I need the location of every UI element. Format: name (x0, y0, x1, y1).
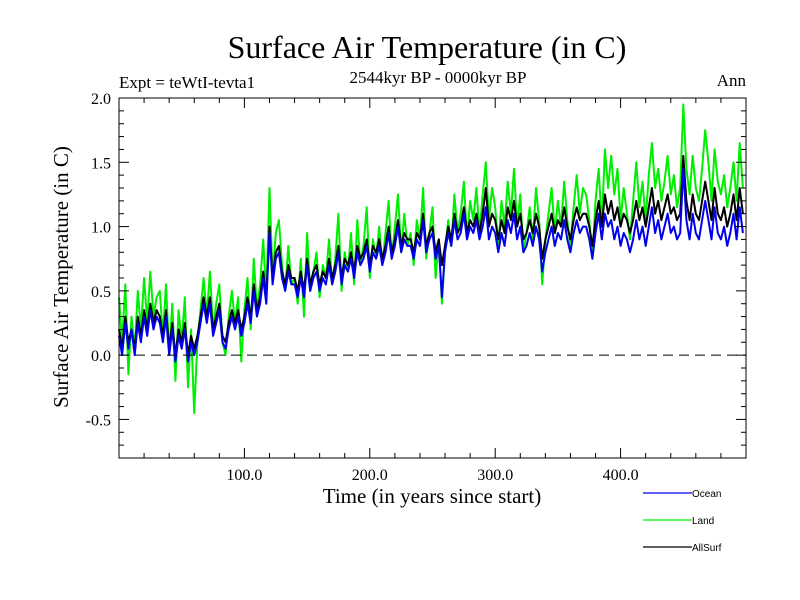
y-tick-label: 1.5 (91, 155, 111, 172)
x-tick-label: 100.0 (226, 467, 262, 484)
legend-item-allsurf: AllSurf (643, 543, 722, 554)
x-tick-label: 400.0 (603, 467, 639, 484)
y-tick-label: 0.0 (91, 348, 111, 365)
legend-item-land: Land (643, 516, 714, 527)
legend-label: AllSurf (692, 543, 722, 554)
y-axis-ticks: -0.5 0.0 0.5 1.0 1.5 2.0 (86, 91, 746, 446)
experiment-label: Expt = teWtI-tevta1 (119, 73, 255, 92)
chart-title: Surface Air Temperature (in C) (228, 29, 627, 65)
y-tick-label: 0.5 (91, 284, 111, 301)
series-line-land (118, 103, 744, 414)
y-tick-label: -0.5 (86, 412, 111, 429)
x-axis-label: Time (in years since start) (323, 484, 542, 508)
series-line-allsurf (118, 154, 744, 357)
legend-label: Land (692, 516, 714, 527)
chart-subtitle: 2544kyr BP - 0000kyr BP (350, 68, 527, 87)
x-tick-label: 300.0 (477, 467, 513, 484)
season-label: Ann (717, 71, 747, 90)
x-tick-label: 200.0 (352, 467, 388, 484)
legend-label: Ocean (692, 489, 721, 500)
plot-series (118, 103, 744, 414)
y-axis-label: Surface Air Temperature (in C) (49, 146, 73, 408)
legend-item-ocean: Ocean (643, 489, 721, 500)
x-axis-ticks: 100.0 200.0 300.0 400.0 (143, 98, 722, 484)
y-tick-label: 1.0 (91, 220, 111, 237)
y-tick-label: 2.0 (91, 91, 111, 108)
legend: Ocean Land AllSurf (643, 489, 722, 554)
series-line-ocean (118, 167, 744, 363)
